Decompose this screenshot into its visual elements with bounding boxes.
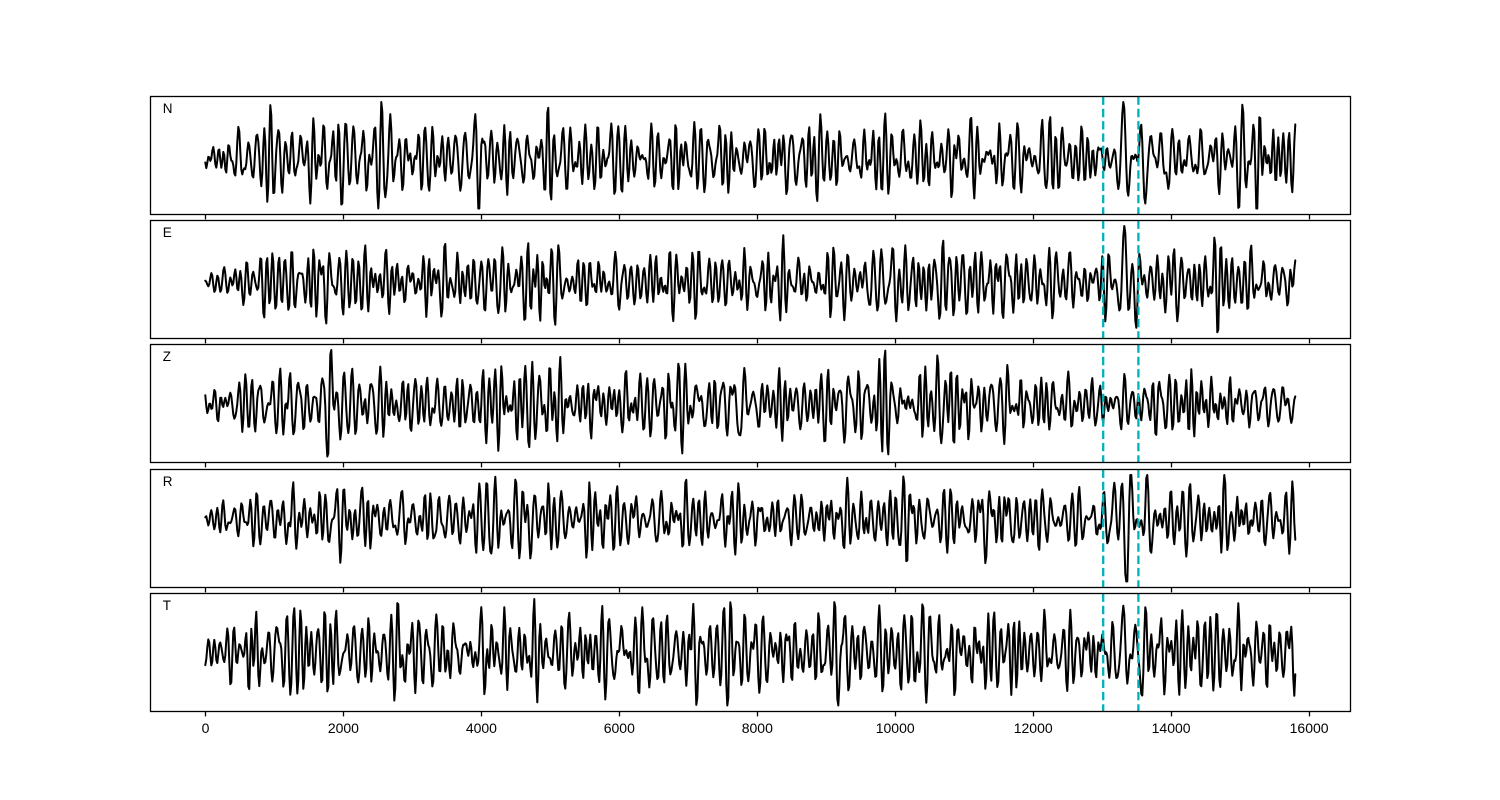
- svg-text:E: E: [163, 225, 172, 240]
- svg-text:T: T: [163, 598, 171, 613]
- svg-text:R: R: [163, 474, 173, 489]
- svg-text:16000: 16000: [1290, 720, 1329, 736]
- svg-text:6000: 6000: [604, 720, 635, 736]
- svg-text:Z: Z: [163, 349, 171, 364]
- svg-text:0: 0: [202, 720, 210, 736]
- svg-text:2000: 2000: [328, 720, 359, 736]
- svg-text:10000: 10000: [876, 720, 915, 736]
- svg-text:14000: 14000: [1152, 720, 1191, 736]
- svg-text:N: N: [163, 101, 173, 116]
- svg-text:8000: 8000: [742, 720, 773, 736]
- svg-text:12000: 12000: [1014, 720, 1053, 736]
- svg-text:4000: 4000: [466, 720, 497, 736]
